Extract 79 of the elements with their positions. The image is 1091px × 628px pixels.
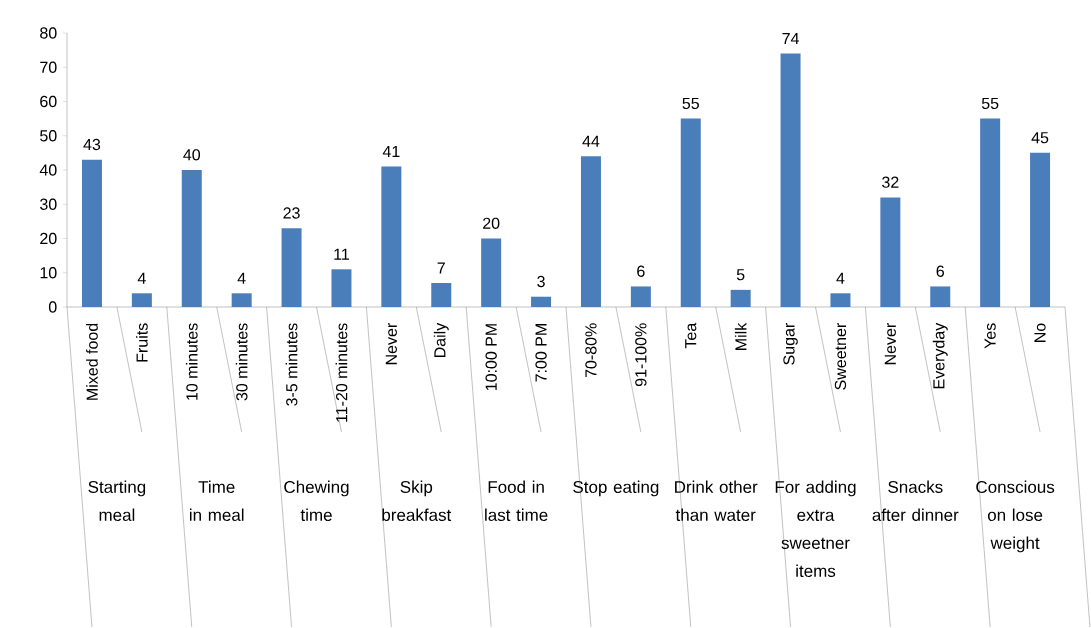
data-label: 5: [736, 269, 745, 281]
bar: [331, 269, 352, 307]
y-tick-label: 60: [40, 95, 57, 108]
y-tick-label: 80: [40, 27, 57, 39]
text: Conscious on lose weight: [976, 480, 1055, 553]
x-tick-label: Sugar: [783, 323, 798, 365]
data-label: 45: [1031, 132, 1049, 144]
bar: [531, 296, 552, 307]
text: For adding extra sweetner items: [775, 480, 856, 578]
data-label: 6: [637, 265, 645, 277]
text: Chewing time: [284, 480, 349, 522]
bar: [580, 156, 601, 307]
data-label: 6: [936, 265, 944, 277]
data-label: 41: [382, 146, 400, 158]
bar: [181, 169, 202, 307]
x-tick-label: 70-80%: [585, 323, 597, 378]
text: Time in meal: [189, 480, 244, 522]
data-label: 43: [83, 138, 101, 151]
text: Drink other than water: [675, 480, 758, 522]
bar: [281, 228, 302, 307]
x-tick-label: Tea: [685, 322, 697, 349]
bar: [231, 293, 252, 307]
data-label: 23: [283, 207, 300, 219]
bar: [880, 197, 901, 307]
bar: [1030, 152, 1051, 307]
x-tick-label: 10 minutes: [185, 323, 198, 400]
bar: [680, 118, 701, 307]
x-tick-label: No: [1034, 323, 1046, 342]
data-label: 4: [137, 272, 146, 284]
bar: [131, 293, 152, 307]
x-tick-label: Daily: [433, 322, 449, 358]
x-tick-label: Mixed food: [86, 323, 98, 400]
x-tick-label: Never: [385, 323, 397, 365]
x-tick-label: 7:00 PM: [535, 324, 547, 382]
x-tick-label: Milk: [734, 322, 747, 350]
x-tick-label: 11-20 minutes: [335, 323, 348, 422]
data-label: 7: [437, 262, 445, 274]
data-label: 4: [836, 272, 845, 284]
x-tick-label: Yes: [984, 323, 996, 349]
bar: [81, 159, 102, 307]
x-tick-label: 30 minutes: [235, 323, 248, 401]
text: Skip breakfast: [382, 480, 452, 522]
data-label: 32: [882, 176, 899, 188]
text: Food in last time: [485, 480, 548, 522]
bar: [630, 286, 651, 307]
data-label: 55: [682, 97, 699, 110]
y-tick-label: 40: [39, 164, 57, 176]
y-tick-label: 50: [40, 130, 57, 142]
data-label: 4: [237, 272, 246, 284]
x-tick-label: Sweetner: [834, 323, 847, 390]
y-tick-label: 10: [40, 267, 57, 279]
data-label: 20: [483, 217, 500, 229]
bar: [830, 293, 851, 307]
data-label: 3: [537, 275, 545, 288]
data-label: 55: [981, 97, 999, 110]
y-tick-label: 0: [48, 301, 57, 313]
y-tick-label: 70: [40, 61, 57, 73]
text: Stop eating: [573, 480, 659, 497]
y-tick-label: 30: [40, 198, 57, 210]
bar: [730, 289, 751, 307]
bar: [930, 286, 951, 307]
bar: [780, 53, 801, 307]
x-tick-label: Never: [884, 323, 896, 365]
x-tick-label: 3-5 minutes: [285, 323, 298, 406]
x-tick-label: Everyday: [932, 322, 948, 389]
x-tick-label: 10:00 PM: [485, 324, 497, 391]
data-label: 44: [582, 135, 600, 147]
y-tick-label: 20: [40, 232, 57, 245]
bar: [980, 118, 1001, 307]
text: Starting meal: [88, 480, 146, 522]
bar: [381, 166, 402, 307]
text: Snacks after dinner: [872, 480, 959, 522]
x-tick-label: 91-100%: [635, 323, 647, 387]
bar: [431, 283, 452, 307]
bar: [481, 238, 502, 307]
data-label: 74: [782, 33, 799, 45]
x-tick-label: Fruits: [135, 323, 148, 362]
data-label: 40: [183, 149, 201, 161]
data-label: 11: [334, 248, 349, 260]
